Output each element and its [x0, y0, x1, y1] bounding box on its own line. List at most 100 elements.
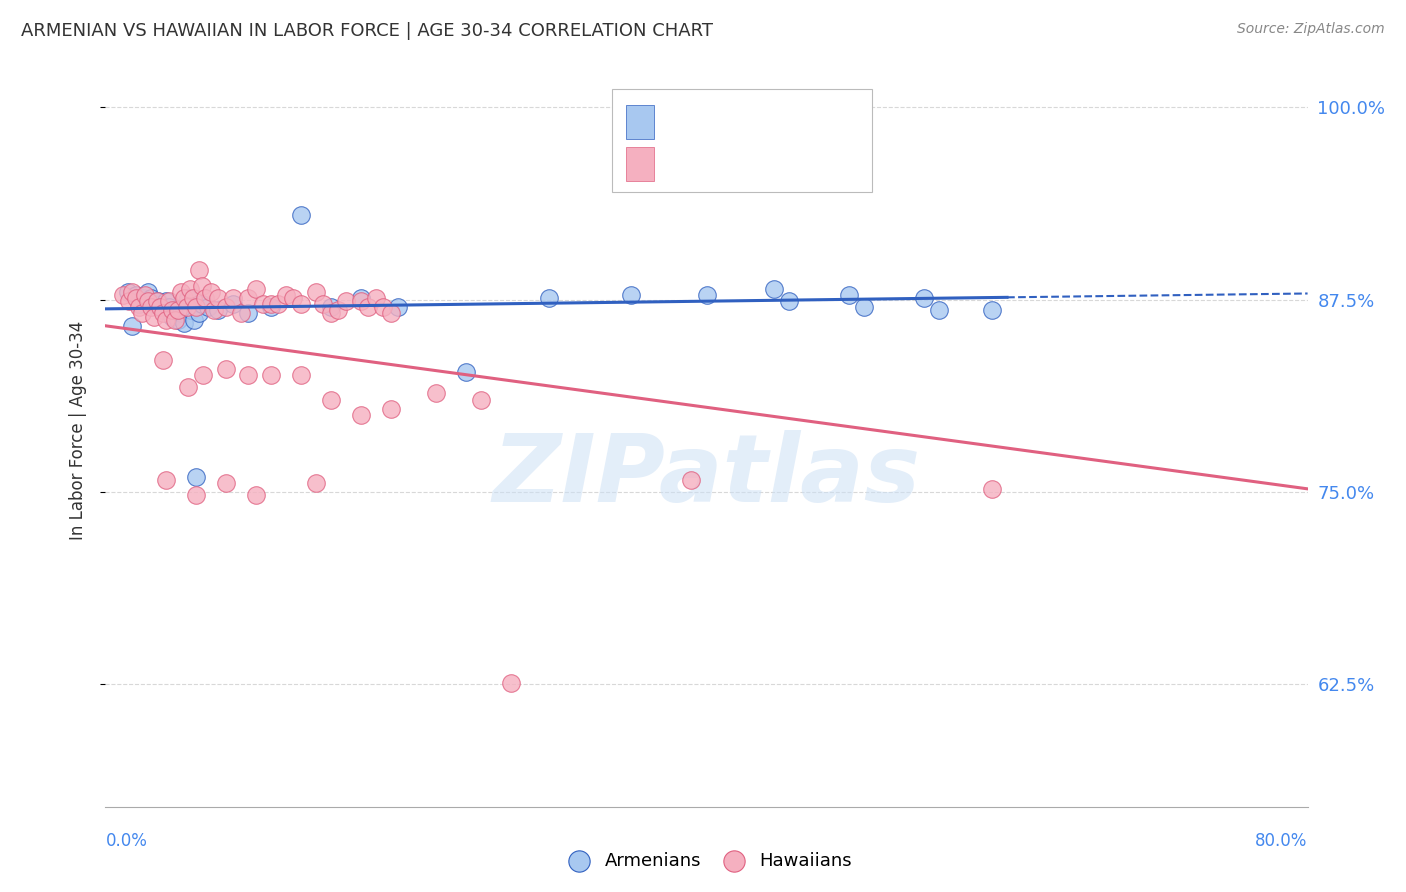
Point — [124, 291, 146, 305]
Point — [134, 288, 156, 302]
Point — [681, 473, 703, 487]
Point — [136, 285, 159, 299]
Point — [142, 297, 165, 311]
Point — [146, 294, 169, 309]
Text: 44: 44 — [810, 111, 835, 128]
Point — [537, 291, 560, 305]
Point — [214, 301, 236, 315]
Point — [121, 285, 143, 299]
Point — [238, 368, 260, 382]
Point — [981, 482, 1004, 496]
Point — [160, 310, 183, 324]
Point — [166, 303, 188, 318]
Text: ARMENIAN VS HAWAIIAN IN LABOR FORCE | AGE 30-34 CORRELATION CHART: ARMENIAN VS HAWAIIAN IN LABOR FORCE | AG… — [21, 22, 713, 40]
Point — [207, 291, 229, 305]
Point — [176, 301, 198, 315]
Point — [283, 291, 305, 305]
Text: 0.0%: 0.0% — [105, 831, 148, 849]
Point — [139, 291, 162, 305]
Point — [207, 303, 229, 318]
Point — [152, 352, 174, 367]
Point — [194, 291, 217, 305]
Point — [169, 306, 191, 320]
Point — [191, 368, 214, 382]
Point — [152, 306, 174, 320]
Point — [142, 310, 165, 324]
Point — [838, 288, 860, 302]
Point — [238, 306, 260, 320]
Text: 80.0%: 80.0% — [1256, 831, 1308, 849]
Point — [387, 301, 409, 315]
Point — [380, 401, 402, 416]
Point — [501, 675, 523, 690]
Point — [319, 306, 342, 320]
Point — [696, 288, 718, 302]
Point — [177, 291, 200, 305]
Text: ZIPatlas: ZIPatlas — [492, 430, 921, 522]
Point — [470, 392, 492, 407]
Point — [350, 408, 373, 422]
Point — [222, 291, 245, 305]
Point — [155, 294, 177, 309]
Point — [157, 294, 180, 309]
Point — [177, 380, 200, 394]
Point — [763, 282, 786, 296]
Point — [128, 301, 150, 315]
Point — [184, 488, 207, 502]
Point — [454, 365, 477, 379]
Point — [152, 303, 174, 318]
Text: N =: N = — [770, 111, 810, 128]
Point — [169, 285, 191, 299]
Point — [853, 301, 876, 315]
Point — [173, 291, 195, 305]
Point — [202, 303, 225, 318]
Point — [357, 301, 380, 315]
Point — [214, 362, 236, 376]
Point — [163, 312, 186, 326]
Point — [290, 297, 312, 311]
Point — [350, 291, 373, 305]
Point — [425, 386, 447, 401]
Point — [260, 297, 283, 311]
Point — [620, 288, 643, 302]
Text: Source: ZipAtlas.com: Source: ZipAtlas.com — [1237, 22, 1385, 37]
Text: N =: N = — [770, 155, 810, 173]
Point — [912, 291, 935, 305]
Point — [200, 285, 222, 299]
Point — [335, 294, 357, 309]
Point — [148, 301, 170, 315]
Point — [121, 318, 143, 333]
Point — [778, 294, 800, 309]
Point — [128, 297, 150, 311]
Point — [380, 306, 402, 320]
Text: 69: 69 — [810, 155, 835, 173]
Point — [981, 303, 1004, 318]
Point — [229, 306, 252, 320]
Point — [173, 316, 195, 330]
Point — [238, 291, 260, 305]
Text: R =: R = — [665, 111, 704, 128]
Point — [184, 469, 207, 483]
Point — [328, 303, 350, 318]
Point — [350, 294, 373, 309]
Point — [305, 475, 328, 490]
Point — [118, 294, 141, 309]
Text: R =: R = — [665, 155, 704, 173]
Y-axis label: In Labor Force | Age 30-34: In Labor Force | Age 30-34 — [69, 321, 87, 540]
Point — [252, 297, 274, 311]
Point — [290, 208, 312, 222]
Point — [187, 263, 209, 277]
Point — [305, 285, 328, 299]
Point — [179, 282, 201, 296]
Point — [197, 301, 219, 315]
Point — [245, 488, 267, 502]
Point — [180, 303, 202, 318]
Point — [260, 301, 283, 315]
Point — [245, 282, 267, 296]
Point — [319, 301, 342, 315]
Point — [136, 294, 159, 309]
Point — [145, 294, 167, 309]
Point — [183, 312, 205, 326]
Point — [148, 301, 170, 315]
Text: -0.155: -0.155 — [700, 155, 765, 173]
